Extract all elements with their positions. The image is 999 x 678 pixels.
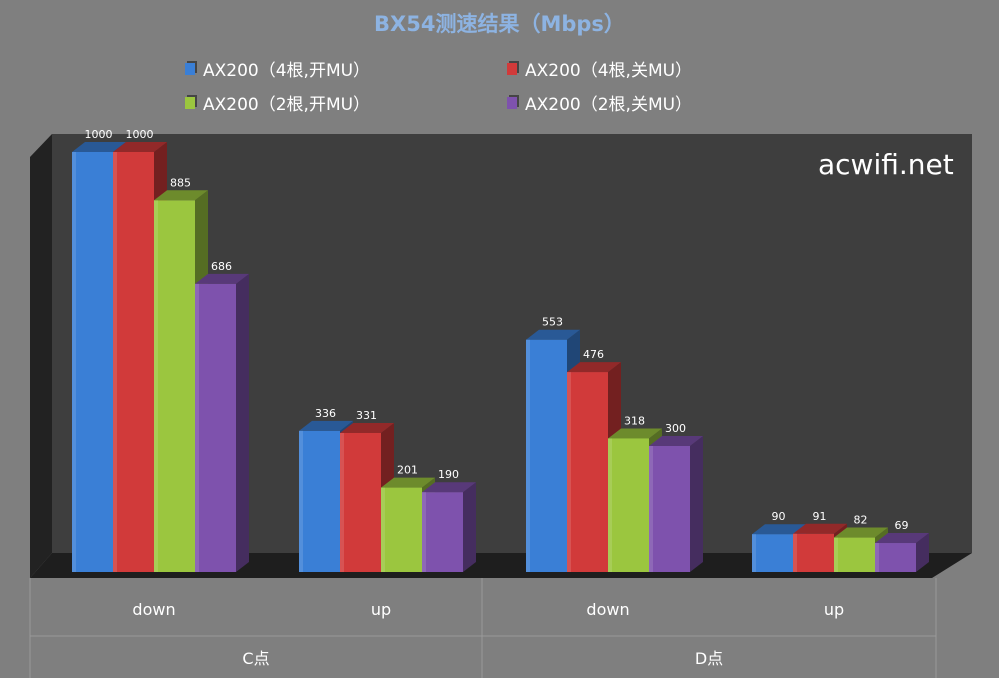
legend-swatch-series-3: [185, 96, 195, 109]
bar-highlight: [834, 537, 838, 572]
legend-swatch-series-2: [507, 62, 517, 75]
bar-top: [113, 142, 167, 152]
legend-label-series-2: AX200（4根,关MU）: [525, 61, 693, 81]
chart-title: BX54测速结果（Mbps）: [374, 12, 625, 36]
bar-highlight: [649, 446, 653, 572]
bar-highlight: [608, 438, 612, 572]
bar-front: [381, 487, 422, 572]
bar-top: [793, 523, 847, 534]
bar-highlight: [113, 152, 117, 572]
data-label-series-2-cat-3: 476: [583, 348, 604, 361]
bar-top: [340, 422, 394, 433]
data-label-series-1-cat-4: 90: [772, 510, 786, 523]
legend-item-series-4: AX200（2根,关MU）: [507, 90, 692, 115]
category-tick-label-4: up: [824, 600, 844, 619]
data-label-series-2-cat-2: 331: [356, 409, 377, 422]
bar-series-4-cat-3: [649, 436, 703, 572]
bar-top: [72, 142, 126, 152]
bar-front: [649, 446, 690, 572]
data-label-series-1-cat-3: 553: [542, 316, 563, 329]
category-tick-label-1: down: [132, 600, 175, 619]
bar-front: [299, 430, 340, 572]
plot-side-wall: [30, 134, 52, 578]
legend: AX200（4根,开MU） AX200（4根,关MU） AX200（2根,开MU…: [185, 56, 785, 116]
category-tick-label-2: up: [371, 600, 391, 619]
bar-top: [299, 420, 353, 431]
bar-front: [875, 543, 916, 572]
bar-highlight: [340, 432, 344, 572]
legend-item-series-2: AX200（4根,关MU）: [507, 56, 692, 81]
bar-front: [567, 372, 608, 572]
bar-top: [195, 273, 249, 284]
bar-side: [690, 436, 703, 572]
bar-side: [236, 273, 249, 572]
data-label-series-3-cat-1: 885: [170, 176, 191, 189]
bar-highlight: [195, 283, 199, 572]
bar-top: [567, 362, 621, 373]
bar-highlight: [793, 533, 797, 572]
bar-highlight: [567, 372, 571, 572]
bar-front: [793, 533, 834, 572]
bar-highlight: [875, 543, 879, 572]
bar-front: [608, 438, 649, 572]
bar-top: [526, 329, 580, 340]
legend-item-series-1: AX200（4根,开MU）: [185, 56, 370, 81]
bar-front: [72, 152, 113, 572]
legend-label-series-3: AX200（2根,开MU）: [203, 95, 371, 115]
bar-front: [422, 492, 463, 572]
data-label-series-1-cat-2: 336: [315, 407, 336, 420]
group-tick-label-2: D点: [695, 649, 723, 668]
legend-label-series-4: AX200（2根,关MU）: [525, 95, 693, 115]
bar-series-2-cat-3: [567, 362, 621, 572]
data-label-series-4-cat-2: 190: [438, 468, 459, 481]
bar-top: [875, 533, 929, 544]
bar-top: [834, 527, 888, 538]
bar-front: [154, 200, 195, 573]
bar-top: [154, 190, 208, 201]
group-tick-label-1: C点: [242, 649, 269, 668]
legend-item-series-3: AX200（2根,开MU）: [185, 90, 370, 115]
bar-front: [834, 537, 875, 572]
bar-front: [113, 152, 154, 572]
watermark: acwifi.net: [818, 148, 954, 181]
bar-front: [195, 283, 236, 572]
bar-top: [608, 428, 662, 439]
bar-series-4-cat-2: [422, 482, 476, 572]
bar-side: [916, 533, 929, 572]
bar-highlight: [526, 339, 530, 572]
bar-highlight: [154, 200, 158, 573]
bar-highlight: [752, 534, 756, 572]
legend-label-series-1: AX200（4根,开MU）: [203, 61, 371, 81]
bar-highlight: [381, 487, 385, 572]
bar-highlight: [299, 430, 303, 572]
legend-swatch-series-4: [507, 96, 517, 109]
bar-top: [649, 436, 703, 446]
data-label-series-4-cat-4: 69: [895, 519, 909, 532]
bar-top: [752, 524, 806, 535]
data-label-series-4-cat-1: 686: [211, 260, 232, 273]
bar-series-4-cat-1: [195, 273, 249, 572]
category-tick-label-3: down: [586, 600, 629, 619]
data-label-series-3-cat-4: 82: [854, 514, 868, 527]
data-label-series-1-cat-1: 1000: [85, 128, 113, 141]
bar-series-3-cat-3: [608, 428, 662, 572]
bar-series-4-cat-4: [875, 533, 929, 572]
bar-highlight: [422, 492, 426, 572]
bar-highlight: [72, 152, 76, 572]
bar-top: [422, 482, 476, 493]
data-label-series-2-cat-1: 1000: [126, 128, 154, 141]
bar-side: [463, 482, 476, 572]
data-label-series-4-cat-3: 300: [665, 422, 686, 435]
bar-top: [381, 477, 435, 488]
plot-back-wall: [52, 134, 972, 553]
legend-swatch-series-1: [185, 62, 195, 75]
data-label-series-3-cat-2: 201: [397, 464, 418, 477]
plot-floor: [30, 553, 972, 578]
data-label-series-2-cat-4: 91: [813, 510, 827, 523]
bar-front: [526, 339, 567, 572]
bar-front: [752, 534, 793, 572]
data-label-series-3-cat-3: 318: [624, 414, 645, 427]
bar-front: [340, 432, 381, 572]
